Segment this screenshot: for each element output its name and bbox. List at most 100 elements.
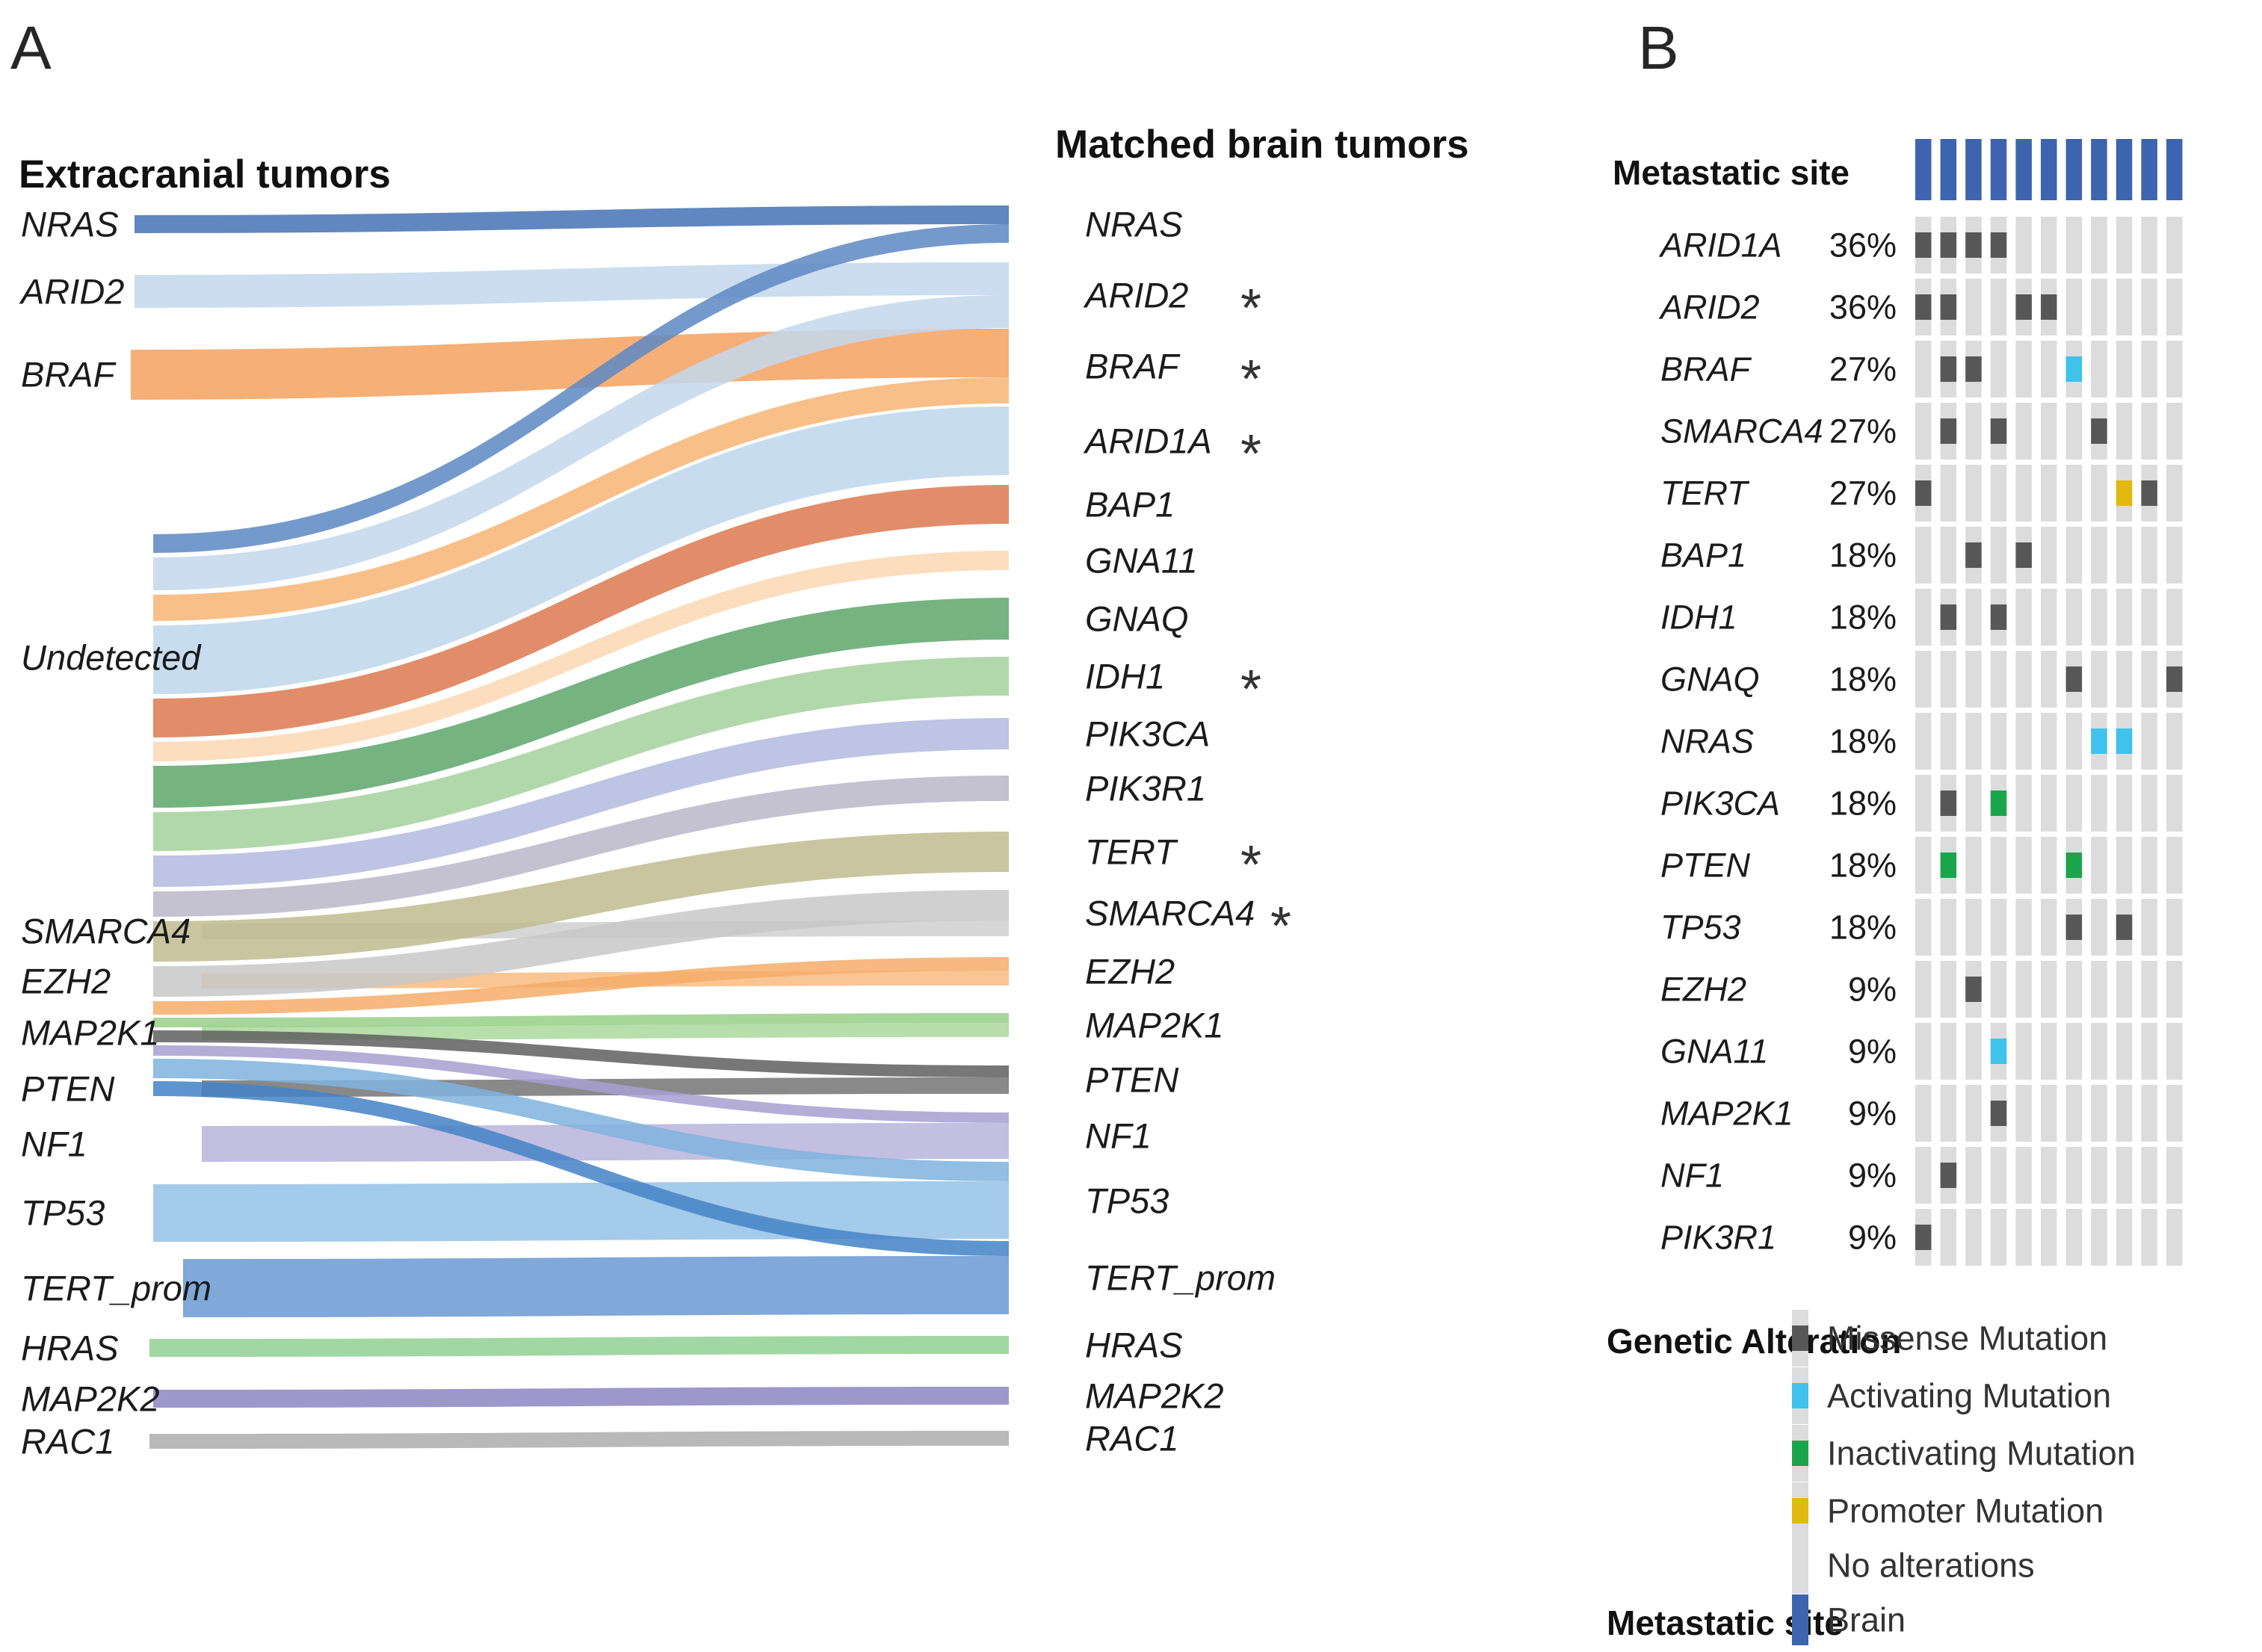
alteration-missense-arid1a-s4 — [1990, 232, 2007, 258]
alteration-missense-idh1-s4 — [1990, 604, 2007, 630]
sankey-flow-tp53-to-tp53 — [153, 1181, 1009, 1242]
cell-gna11-s6 — [2041, 1023, 2057, 1080]
alteration-missense-gnaq-s7 — [2065, 666, 2083, 692]
cell-smarca4-s4 — [1990, 403, 2007, 460]
alteration-missense-bap1-s3 — [1965, 542, 1982, 568]
sankey-flow-undetected-to-nf1 — [153, 1045, 1009, 1123]
significance-star-idh1: * — [1240, 660, 1261, 720]
cell-ezh2-s1 — [1915, 961, 1932, 1018]
cell-arid2-s2 — [1940, 279, 1957, 335]
cell-nras-s2 — [1940, 713, 1957, 770]
alteration-missense-arid2-s2 — [1940, 294, 1957, 320]
alteration-missense-arid2-s6 — [2041, 294, 2057, 320]
sankey-left-label-ezh2: EZH2 — [21, 962, 111, 1001]
sankey-right-label-pik3r1: PIK3R1 — [1085, 769, 1206, 808]
cell-gnaq-s11 — [2166, 651, 2183, 708]
oncoprint-row-braf: BRAF 27% — [1660, 341, 2183, 397]
cell-pik3ca-s2 — [1940, 775, 1957, 832]
cell-smarca4-s5 — [2015, 403, 2032, 460]
cell-gna11-s10 — [2141, 1023, 2157, 1080]
cell-nf1-s6 — [2041, 1147, 2057, 1204]
cell-tp53-s5 — [2015, 899, 2032, 956]
sankey-right-label-smarca4: SMARCA4 — [1085, 894, 1255, 933]
cell-pik3ca-s6 — [2041, 775, 2057, 832]
cell-map2k1-s11 — [2166, 1085, 2183, 1142]
cell-smarca4-s3 — [1965, 403, 1982, 460]
cell-braf-s3 — [1965, 341, 1982, 397]
significance-star-braf: * — [1240, 350, 1261, 409]
alteration-inactivating-pten-s2 — [1940, 853, 1957, 878]
legend-swatch-promoter — [1792, 1498, 1808, 1523]
cell-map2k1-s9 — [2116, 1085, 2133, 1142]
sankey-right-label-arid1a: ARID1A — [1083, 421, 1212, 461]
cell-nras-s3 — [1965, 713, 1982, 770]
oncoprint-row-pik3ca: PIK3CA 18% — [1660, 775, 2183, 832]
gene-pct-tp53: 18% — [1829, 909, 1897, 947]
legend-swatch-activating — [1792, 1383, 1808, 1408]
alteration-activating-braf-s7 — [2065, 356, 2083, 382]
site-bar-sample-10 — [2141, 139, 2157, 200]
sankey-left-label-pten: PTEN — [21, 1069, 114, 1109]
site-bar-sample-7 — [2065, 139, 2083, 200]
cell-idh1-s9 — [2116, 589, 2133, 646]
oncoprint-row-gnaq: GNAQ 18% — [1660, 651, 2183, 708]
sankey-left-label-tert_prom: TERT_prom — [21, 1269, 211, 1308]
sankey-left-label-map2k1: MAP2K1 — [21, 1013, 159, 1053]
sankey-right-label-bap1: BAP1 — [1085, 485, 1175, 525]
cell-nf1-s4 — [1990, 1147, 2007, 1204]
cell-arid1a-s11 — [2166, 217, 2183, 273]
cell-gnaq-s6 — [2041, 651, 2057, 708]
cell-pik3ca-s1 — [1915, 775, 1932, 832]
alteration-missense-ezh2-s3 — [1965, 977, 1982, 1002]
cell-gnaq-s4 — [1990, 651, 2007, 708]
cell-bap1-s10 — [2141, 527, 2157, 584]
cell-braf-s2 — [1940, 341, 1957, 397]
cell-bap1-s2 — [1940, 527, 1957, 584]
cell-nf1-s10 — [2141, 1147, 2157, 1204]
cell-ezh2-s2 — [1940, 961, 1957, 1018]
significance-star-arid2: * — [1240, 279, 1261, 338]
sankey-left-label-nras: NRAS — [21, 205, 119, 244]
gene-pct-map2k1: 9% — [1848, 1095, 1897, 1133]
alteration-missense-tp53-s7 — [2065, 915, 2083, 940]
cell-arid2-s7 — [2065, 279, 2083, 335]
cell-tert-s10 — [2141, 465, 2157, 522]
cell-bap1-s11 — [2166, 527, 2183, 584]
cell-nf1-s7 — [2065, 1147, 2083, 1204]
cell-nras-s7 — [2065, 713, 2083, 770]
sankey-flow-undetected-to-pik3ca — [153, 718, 1009, 887]
sankey-flow-undetected-to-bap1 — [153, 485, 1009, 737]
gene-pct-gna11: 9% — [1848, 1033, 1897, 1071]
cell-tp53-s2 — [1940, 899, 1957, 956]
cell-nras-s10 — [2141, 713, 2157, 770]
cell-pten-s2 — [1940, 837, 1957, 894]
cell-smarca4-s1 — [1915, 403, 1932, 460]
sankey-flow-hras-to-hras — [149, 1336, 1009, 1357]
alteration-missense-arid2-s5 — [2015, 294, 2032, 320]
legend-label-activating: Activating Mutation — [1827, 1377, 2111, 1415]
alteration-missense-arid2-s1 — [1915, 294, 1932, 320]
cell-tp53-s9 — [2116, 899, 2133, 956]
cell-arid1a-s8 — [2091, 217, 2107, 273]
cell-smarca4-s2 — [1940, 403, 1957, 460]
cell-tert-s11 — [2166, 465, 2183, 522]
genetic-alteration-header: Genetic Alteration — [1607, 1322, 1902, 1361]
cell-braf-s8 — [2091, 341, 2107, 397]
cell-nf1-s9 — [2116, 1147, 2133, 1204]
cell-idh1-s2 — [1940, 589, 1957, 646]
sankey-left-label-undetected: Undetected — [21, 638, 202, 678]
cell-ezh2-s5 — [2015, 961, 2032, 1018]
cell-nf1-s5 — [2015, 1147, 2032, 1204]
cell-braf-s9 — [2116, 341, 2133, 397]
sankey-flow-undetected-to-gna11 — [153, 551, 1009, 761]
cell-pik3ca-s7 — [2065, 775, 2083, 832]
cell-pik3r1-s10 — [2141, 1209, 2157, 1266]
sankey-flow-undetected-to-gnaq — [153, 598, 1009, 808]
cell-tert-s3 — [1965, 465, 1982, 522]
cell-pik3ca-s4 — [1990, 775, 2007, 832]
cell-pik3ca-s8 — [2091, 775, 2107, 832]
cell-gna11-s11 — [2166, 1023, 2183, 1080]
alteration-missense-tert-s1 — [1915, 480, 1932, 506]
gene-label-braf: BRAF — [1660, 350, 1752, 389]
